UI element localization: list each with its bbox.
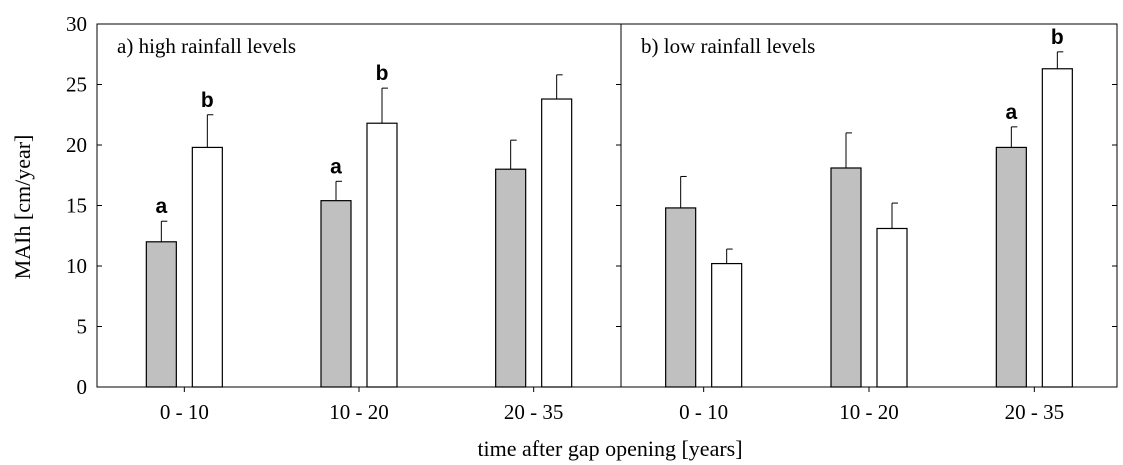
bar xyxy=(830,167,862,388)
bar xyxy=(145,241,177,388)
panel-title: b) low rainfall levels xyxy=(641,34,815,58)
y-tick-label: 10 xyxy=(66,254,87,278)
y-tick-label: 25 xyxy=(66,73,87,97)
y-tick-label: 0 xyxy=(77,375,88,399)
x-tick-label: 20 - 35 xyxy=(504,400,564,424)
bar xyxy=(665,207,697,388)
significance-letter: b xyxy=(376,62,389,85)
significance-letter: b xyxy=(1051,26,1064,49)
bar xyxy=(320,200,352,388)
significance-letter: a xyxy=(155,195,167,218)
panel-title: a) high rainfall levels xyxy=(117,34,296,58)
bars: a b a b a b xyxy=(145,26,1073,388)
bar xyxy=(191,146,223,388)
plot-border xyxy=(96,23,1118,388)
y-tick-label: 30 xyxy=(66,12,87,36)
y-tick-label: 20 xyxy=(66,133,87,157)
y-tick-label: 5 xyxy=(77,315,88,339)
bar xyxy=(995,146,1027,388)
significance-letter: b xyxy=(201,89,214,112)
bar xyxy=(876,227,908,388)
x-tick-label: 10 - 20 xyxy=(839,400,899,424)
bar xyxy=(366,122,398,388)
x-tick-label: 20 - 35 xyxy=(1005,400,1065,424)
x-axis: 0 - 10 10 - 20 20 - 35 0 - 10 10 - 20 20 - 35 xyxy=(160,387,1064,424)
y-tick-label: 15 xyxy=(66,194,87,218)
x-tick-label: 0 - 10 xyxy=(679,400,728,424)
bar xyxy=(541,98,573,388)
plot-frame xyxy=(96,23,1118,388)
bar xyxy=(711,262,743,388)
y-axis: 0 5 10 15 20 25 30 xyxy=(66,12,1117,399)
x-tick-label: 10 - 20 xyxy=(329,400,389,424)
x-tick-label: 0 - 10 xyxy=(160,400,209,424)
y-axis-title: MAIh [cm/year] xyxy=(10,135,35,280)
bar xyxy=(1041,68,1073,388)
x-axis-title: time after gap opening [years] xyxy=(477,436,742,461)
bar xyxy=(495,168,527,388)
significance-letter: a xyxy=(1005,101,1017,124)
significance-letter: a xyxy=(330,155,342,178)
panel-titles: a) high rainfall levels b) low rainfall l… xyxy=(117,34,815,58)
